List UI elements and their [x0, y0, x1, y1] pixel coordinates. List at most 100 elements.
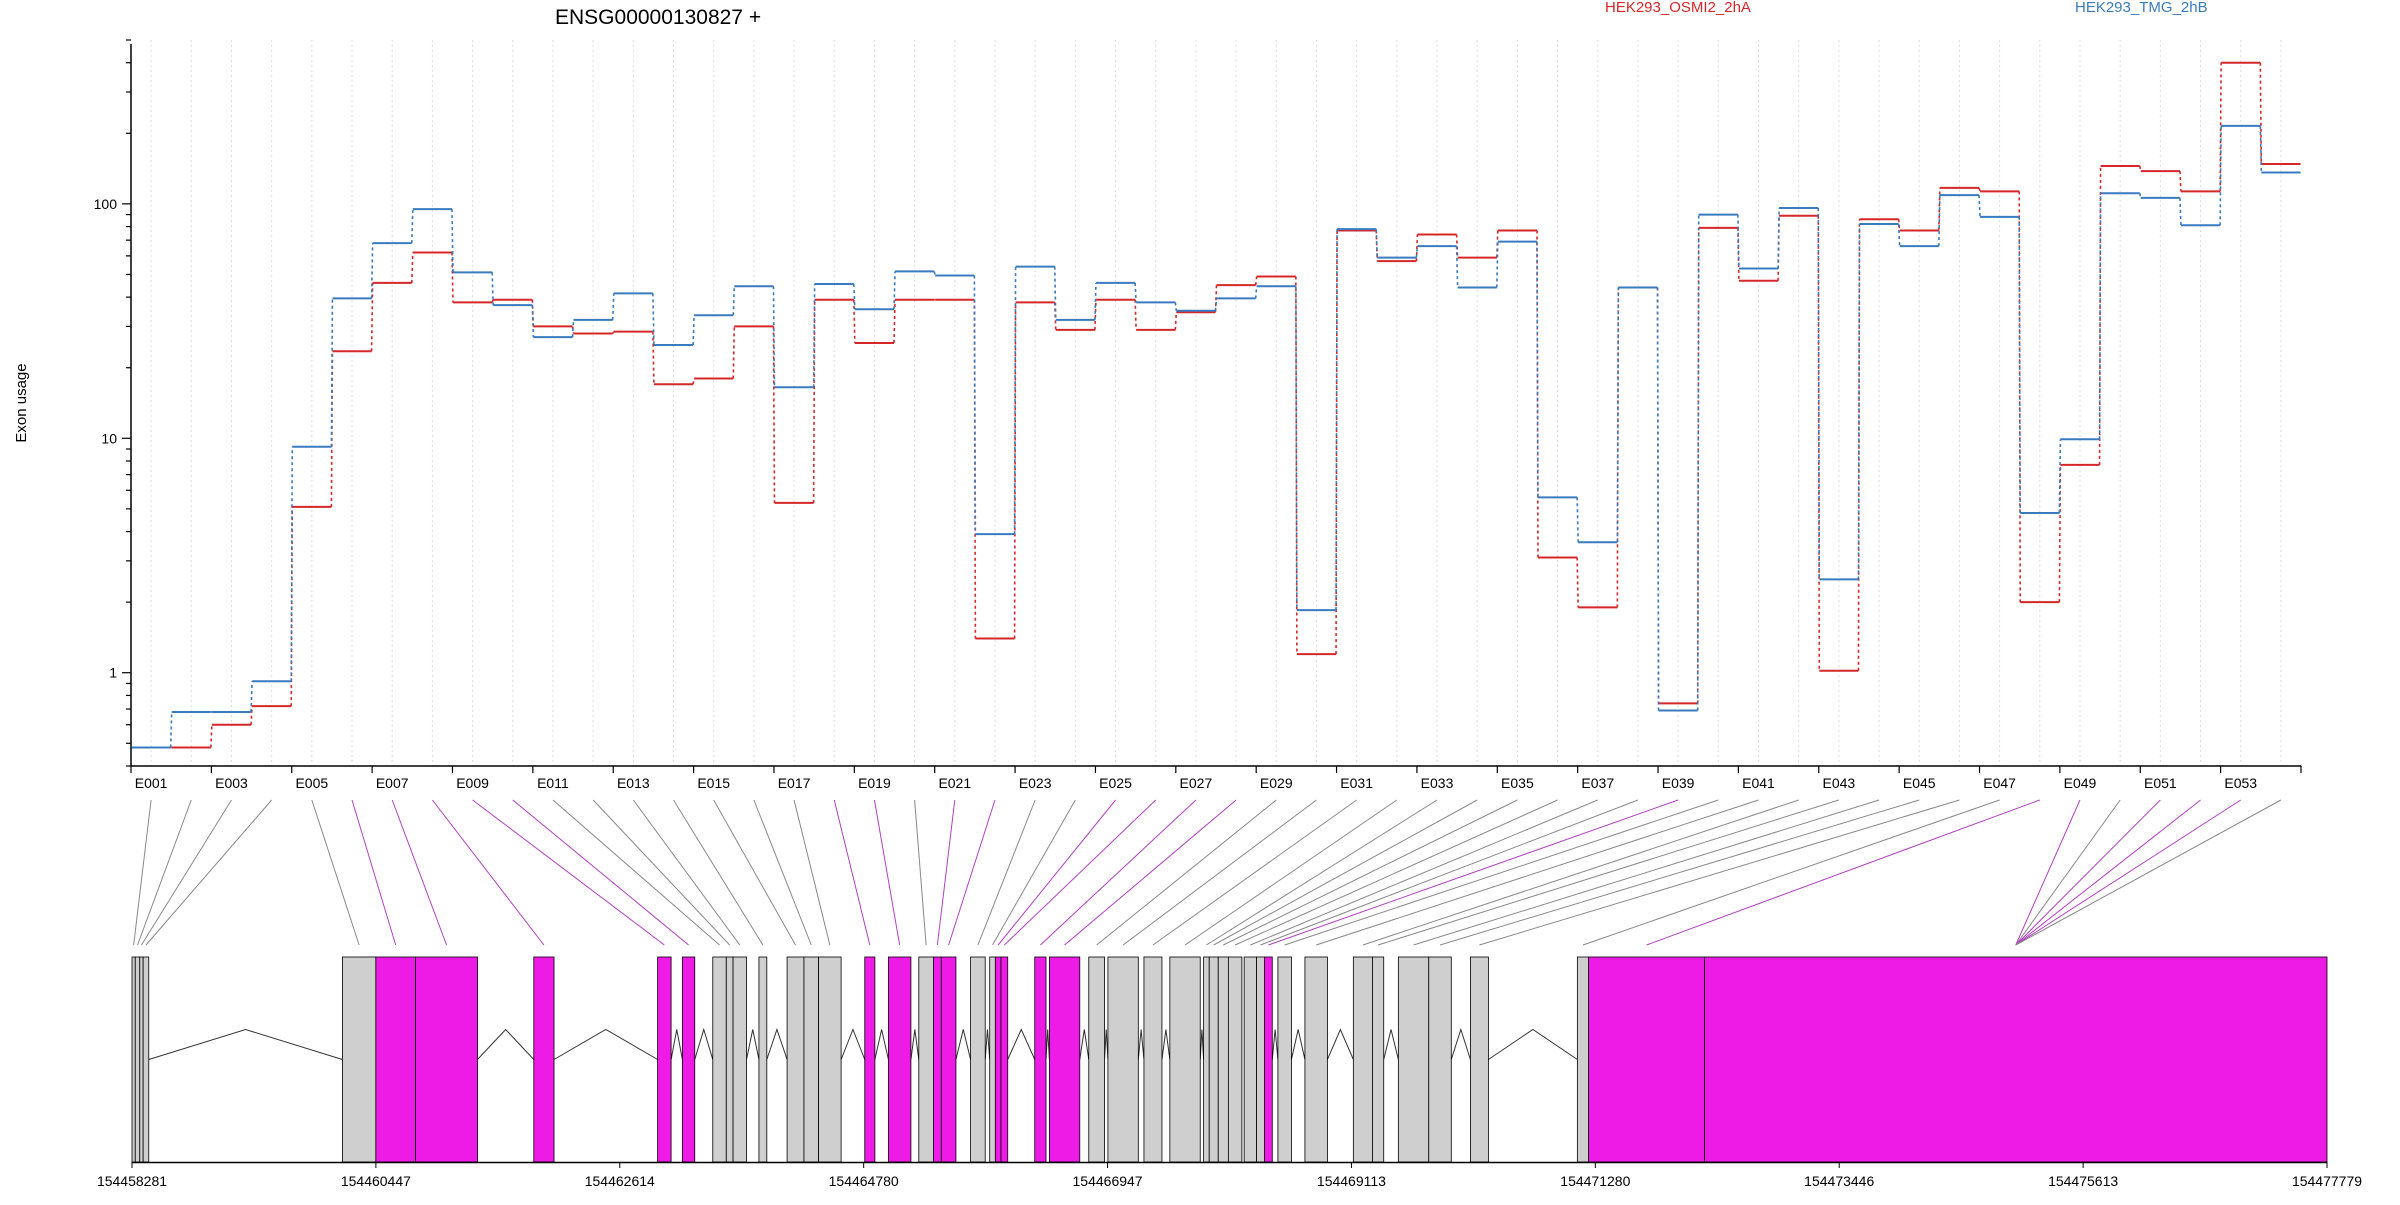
genomic-tick-label: 154466947: [1073, 1173, 1143, 1189]
x-tick-label: E025: [1099, 775, 1132, 791]
exon-connector-line: [1377, 799, 1840, 946]
x-tick-label: E047: [1983, 775, 2016, 791]
exon-box: [712, 956, 727, 1163]
connector-hek293-tmg-2hb: [1576, 497, 1579, 543]
connector-hek293-osmi2-2ha: [2138, 165, 2142, 172]
exon-box-highlighted: [864, 956, 876, 1163]
x-tick-label: E017: [778, 775, 811, 791]
connector-hek293-osmi2-2ha: [330, 351, 334, 507]
genomic-tick-label: 154473446: [1804, 1173, 1874, 1189]
exon-box: [1169, 956, 1201, 1163]
exon-box: [1107, 956, 1139, 1163]
exon-connector-line: [141, 799, 232, 946]
exon-connector-line: [133, 799, 152, 946]
connector-hek293-osmi2-2ha: [692, 378, 695, 385]
connector-hek293-osmi2-2ha: [491, 299, 494, 303]
exon-connector-line: [1206, 799, 1438, 946]
x-tick-label: E015: [697, 775, 730, 791]
connector-hek293-osmi2-2ha: [612, 331, 615, 334]
connector-hek293-tmg-2hb: [853, 283, 856, 310]
intron-line: [1383, 1029, 1399, 1060]
exon-connector-line: [673, 799, 764, 946]
legend-entry-osmi2: HEK293_OSMI2_2hA: [1605, 0, 1751, 16]
connector-hek293-tmg-2hb: [1696, 214, 1700, 711]
connector-hek293-osmi2-2ha: [1938, 187, 1941, 231]
exon-box: [134, 956, 141, 1163]
exon-box: [1088, 956, 1105, 1163]
exon-connector-line: [1213, 799, 1478, 946]
exon-box-highlighted: [1048, 956, 1081, 1163]
exon-connector-line: [1260, 799, 1639, 946]
exon-box: [1227, 956, 1243, 1163]
intron-line: [1104, 1029, 1109, 1060]
x-tick-label: E031: [1340, 775, 1373, 791]
x-tick-label: E033: [1421, 775, 1454, 791]
intron-line: [148, 1028, 343, 1060]
x-tick-label: E007: [376, 775, 409, 791]
exon-connector-line: [1122, 799, 1317, 946]
connector-hek293-tmg-2hb: [1134, 282, 1137, 303]
exon-box: [1372, 956, 1385, 1163]
genomic-tick-label: 154475613: [2048, 1173, 2118, 1189]
exon-connector-line: [1479, 799, 1960, 946]
connector-hek293-tmg-2hb: [973, 275, 977, 535]
intron-line: [840, 1028, 866, 1060]
exon-box-highlighted: [933, 956, 942, 1163]
exon-box-highlighted: [533, 956, 555, 1163]
connector-hek293-osmi2-2ha: [1978, 187, 1981, 192]
exon-connector-line: [936, 799, 956, 946]
exon-box-highlighted: [1704, 956, 2328, 1163]
connector-hek293-tmg-2hb: [1013, 266, 1017, 535]
connector-hek293-osmi2-2ha: [1134, 299, 1137, 330]
intron-line: [955, 1029, 972, 1060]
exon-connector-line: [1004, 799, 1157, 946]
exon-box: [786, 956, 805, 1163]
intron-line: [874, 1029, 889, 1060]
connector-hek293-osmi2-2ha: [1094, 299, 1097, 330]
exon-connector-line: [391, 799, 448, 946]
exon-box-highlighted: [1034, 956, 1047, 1163]
connector-hek293-tmg-2hb: [2219, 125, 2222, 226]
exon-connector-line: [992, 799, 1076, 946]
exon-box: [1352, 956, 1373, 1163]
x-tick-label: E045: [1903, 775, 1936, 791]
intron-line: [477, 1028, 535, 1060]
connector-hek293-tmg-2hb: [169, 711, 173, 748]
exon-box-highlighted: [1263, 956, 1273, 1163]
exon-box: [970, 956, 986, 1163]
x-tick-label: E021: [938, 775, 971, 791]
x-tick-label: E029: [1260, 775, 1293, 791]
connector-hek293-tmg-2hb: [732, 286, 736, 316]
x-tick-label: E005: [295, 775, 328, 791]
x-tick-label: E009: [456, 775, 489, 791]
x-tick-label: E043: [1823, 775, 1856, 791]
connector-hek293-osmi2-2ha: [812, 299, 816, 503]
y-tick-label: 10: [101, 430, 117, 446]
x-tick-label: E013: [617, 775, 650, 791]
exon-connector-line: [1040, 799, 1197, 946]
exon-connector-line: [1316, 799, 1759, 946]
connector-hek293-tmg-2hb: [1978, 195, 1981, 217]
exon-connector-line: [1250, 799, 1598, 946]
exon-box: [1277, 956, 1292, 1163]
legend-entry-tmg: HEK293_TMG_2hB: [2075, 0, 2208, 16]
exon-box: [139, 956, 144, 1163]
exon-box-highlighted: [887, 956, 912, 1163]
x-tick-label: E053: [2224, 775, 2257, 791]
connector-hek293-tmg-2hb: [1295, 286, 1298, 611]
connector-hek293-tmg-2hb: [1897, 224, 1901, 247]
connector-hek293-tmg-2hb: [652, 293, 655, 346]
connector-hek293-tmg-2hb: [1817, 208, 1821, 580]
connector-hek293-tmg-2hb: [1415, 246, 1419, 258]
genomic-tick-label: 154477779: [2292, 1173, 2362, 1189]
x-tick-label: E019: [858, 775, 891, 791]
exon-box: [1576, 956, 1590, 1163]
genomic-tick-label: 154464780: [829, 1173, 899, 1189]
connector-hek293-tmg-2hb: [772, 286, 776, 388]
connector-hek293-osmi2-2ha: [210, 724, 213, 748]
exon-connector-line: [997, 799, 1116, 946]
connector-hek293-tmg-2hb: [1536, 241, 1539, 498]
intron-line: [553, 1028, 658, 1060]
connector-hek293-tmg-2hb: [1214, 298, 1218, 311]
